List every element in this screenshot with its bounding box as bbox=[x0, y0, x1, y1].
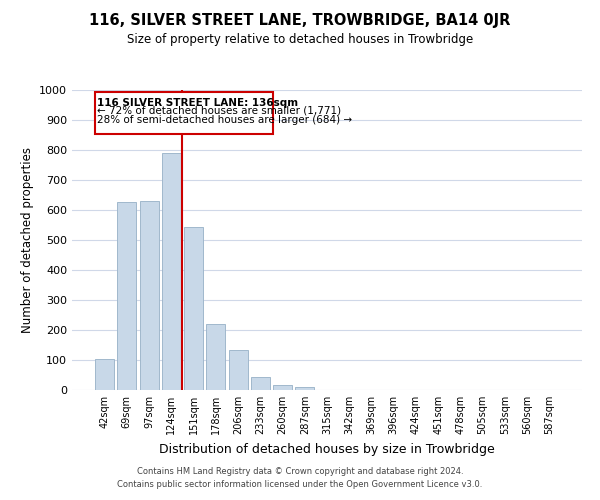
Y-axis label: Number of detached properties: Number of detached properties bbox=[20, 147, 34, 333]
Text: 28% of semi-detached houses are larger (684) →: 28% of semi-detached houses are larger (… bbox=[97, 114, 352, 124]
Bar bbox=[229, 350, 248, 390]
Bar bbox=[118, 202, 136, 390]
Text: Contains public sector information licensed under the Open Government Licence v3: Contains public sector information licen… bbox=[118, 480, 482, 489]
Text: ← 72% of detached houses are smaller (1,771): ← 72% of detached houses are smaller (1,… bbox=[97, 106, 341, 116]
Bar bbox=[162, 153, 181, 390]
Bar bbox=[273, 384, 292, 390]
FancyBboxPatch shape bbox=[95, 92, 272, 134]
Bar bbox=[184, 228, 203, 390]
Text: 116, SILVER STREET LANE, TROWBRIDGE, BA14 0JR: 116, SILVER STREET LANE, TROWBRIDGE, BA1… bbox=[89, 12, 511, 28]
Text: 116 SILVER STREET LANE: 136sqm: 116 SILVER STREET LANE: 136sqm bbox=[97, 98, 298, 108]
Bar bbox=[295, 387, 314, 390]
X-axis label: Distribution of detached houses by size in Trowbridge: Distribution of detached houses by size … bbox=[159, 442, 495, 456]
Bar bbox=[251, 376, 270, 390]
Bar bbox=[95, 359, 114, 390]
Bar bbox=[140, 201, 158, 390]
Text: Contains HM Land Registry data © Crown copyright and database right 2024.: Contains HM Land Registry data © Crown c… bbox=[137, 467, 463, 476]
Text: Size of property relative to detached houses in Trowbridge: Size of property relative to detached ho… bbox=[127, 32, 473, 46]
Bar bbox=[206, 324, 225, 390]
